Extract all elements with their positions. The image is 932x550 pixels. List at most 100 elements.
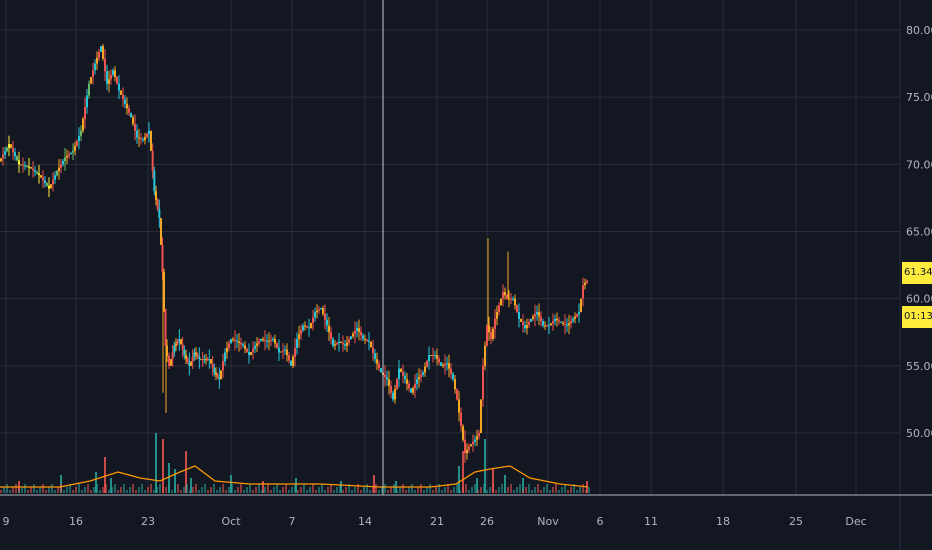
volume-bar xyxy=(132,484,134,493)
volume-bar xyxy=(54,490,56,493)
candle-body xyxy=(474,439,476,442)
volume-bar xyxy=(87,484,89,493)
volume-bar xyxy=(432,490,434,493)
volume-bar xyxy=(399,487,401,493)
candle-body xyxy=(558,320,560,322)
volume-bar xyxy=(408,487,410,493)
candle-body xyxy=(582,285,584,299)
candle-body xyxy=(102,46,104,59)
candle-body xyxy=(213,368,216,373)
countdown-label: 01:13:45 xyxy=(904,311,932,322)
volume-bar xyxy=(159,484,161,493)
volume-bar xyxy=(351,490,353,493)
candle-body xyxy=(312,317,314,323)
x-tick-label: 9 xyxy=(3,515,10,528)
candle-body xyxy=(336,342,338,345)
candle-body xyxy=(342,342,344,345)
candle-body xyxy=(384,374,386,378)
candle-body xyxy=(544,325,546,327)
volume-bar xyxy=(42,484,44,493)
candle-body xyxy=(224,352,226,362)
volume-bar xyxy=(579,487,581,493)
volume-bar xyxy=(330,484,332,493)
candle-body xyxy=(266,340,268,342)
volume-bar xyxy=(498,487,500,493)
volume-spike xyxy=(185,451,187,493)
candle-body xyxy=(118,83,120,91)
candle-body xyxy=(510,298,512,300)
candle-body xyxy=(524,325,526,329)
volume-bar xyxy=(324,490,326,493)
candle-body xyxy=(188,362,191,366)
candle-body xyxy=(100,46,102,52)
candle-body xyxy=(258,341,260,344)
candle-body xyxy=(260,338,262,342)
candle-body xyxy=(436,355,438,359)
candle-body xyxy=(54,175,56,180)
candle-body xyxy=(366,339,368,341)
candle-body xyxy=(181,344,184,350)
candle-body xyxy=(50,184,52,189)
volume-bar xyxy=(99,490,101,493)
volume-bar xyxy=(336,487,338,493)
candle-body xyxy=(180,338,182,345)
candle-body xyxy=(446,363,448,365)
candle-body xyxy=(344,344,346,346)
volume-bar xyxy=(24,484,26,493)
volume-bar xyxy=(441,490,443,493)
volume-bar xyxy=(126,490,128,493)
y-tick-label: 60.00 xyxy=(906,293,932,306)
candle-body xyxy=(92,70,94,78)
candle-body xyxy=(552,321,554,324)
candle-body xyxy=(334,344,336,346)
volume-bar xyxy=(543,487,545,493)
candle-body xyxy=(176,341,179,344)
candle-body xyxy=(272,338,274,340)
candle-body xyxy=(46,183,48,186)
candle-body xyxy=(428,355,430,361)
y-tick-label: 70.00 xyxy=(906,158,932,171)
volume-bar xyxy=(204,484,206,493)
volume-bar xyxy=(522,490,524,493)
volume-bar xyxy=(270,490,272,493)
candle-body xyxy=(128,108,130,113)
candle-body xyxy=(522,321,524,326)
candle-body xyxy=(264,339,266,341)
volume-bar xyxy=(27,490,29,493)
volume-bar xyxy=(480,487,482,493)
volume-bar xyxy=(18,490,20,493)
candle-body xyxy=(460,412,462,427)
volume-bar xyxy=(507,487,509,493)
candle-body xyxy=(570,321,572,324)
candle-body xyxy=(426,360,428,367)
candle-body xyxy=(98,51,100,58)
candle-body xyxy=(548,325,550,327)
volume-spike xyxy=(190,478,192,493)
time-axis[interactable]: 9 16 23 Oct 7 14 21 26 Nov 6 11 18 25 Dec xyxy=(3,515,867,528)
candle-body xyxy=(368,340,370,342)
price-axis[interactable]: 80.00 75.00 70.00 65.00 60.00 55.00 50.00 xyxy=(906,24,932,440)
volume-bar xyxy=(303,484,305,493)
candle-body xyxy=(430,355,432,357)
volume-bar xyxy=(555,484,557,493)
candle-body xyxy=(106,71,108,84)
candle-body xyxy=(178,338,181,342)
volume-bar xyxy=(564,484,566,493)
candle-body xyxy=(388,379,390,386)
candle-body xyxy=(542,321,544,326)
volume-bar xyxy=(225,490,227,493)
volume-bar xyxy=(15,484,17,493)
x-tick-label: 6 xyxy=(597,515,604,528)
volume-bar xyxy=(285,484,287,493)
candle-body xyxy=(568,323,570,326)
candle-body xyxy=(574,316,576,319)
candle-body xyxy=(528,321,530,326)
volume-bar xyxy=(468,490,470,493)
candle-body xyxy=(348,339,350,343)
volume-bar xyxy=(420,484,422,493)
y-tick-label: 75.00 xyxy=(906,91,932,104)
candle-body xyxy=(394,389,396,400)
candle-body xyxy=(502,291,504,299)
